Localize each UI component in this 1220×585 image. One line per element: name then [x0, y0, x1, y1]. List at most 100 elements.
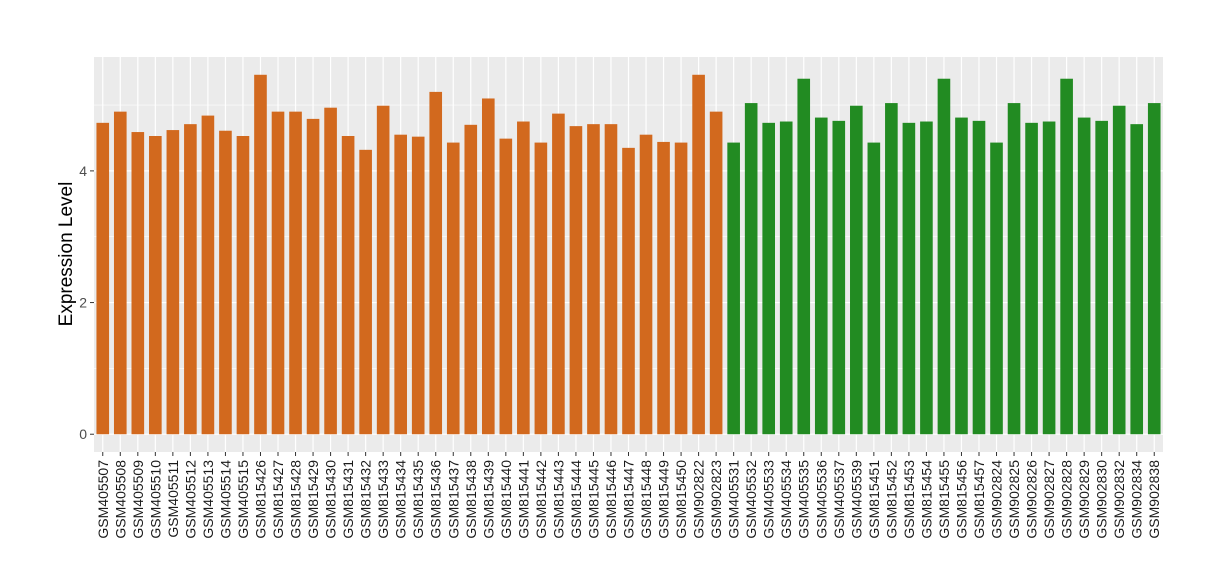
bar-GSM815430 — [324, 107, 337, 435]
x-tick-label: GSM902830 — [1094, 460, 1110, 539]
x-tick-label: GSM815442 — [533, 460, 549, 539]
x-tick-label: GSM815448 — [638, 460, 654, 539]
x-tick-label: GSM815431 — [340, 460, 356, 539]
bar-GSM405536 — [814, 117, 828, 435]
x-tick-label: GSM815439 — [480, 460, 496, 539]
x-tick-label: GSM815449 — [656, 460, 672, 539]
bar-GSM815450 — [674, 142, 688, 435]
x-tick-label: GSM815435 — [410, 460, 426, 539]
y-tick-label: 0 — [79, 426, 87, 442]
x-tick-label: GSM405512 — [182, 460, 198, 539]
x-tick-label: GSM815443 — [550, 460, 566, 539]
x-tick-label: GSM405531 — [726, 460, 742, 539]
x-tick-label: GSM405537 — [831, 460, 847, 539]
bar-GSM405510 — [149, 136, 162, 435]
bar-GSM405535 — [797, 78, 811, 435]
x-tick-label: GSM405507 — [95, 460, 111, 539]
bar-GSM815447 — [622, 147, 635, 435]
bar-GSM815448 — [639, 134, 653, 435]
x-tick-label: GSM902827 — [1041, 460, 1057, 539]
bar-GSM815427 — [271, 111, 285, 435]
x-tick-label: GSM815452 — [883, 460, 899, 539]
x-tick-label: GSM902838 — [1146, 460, 1162, 539]
bar-GSM405531 — [727, 142, 740, 435]
x-tick-label: GSM405515 — [235, 460, 251, 539]
x-tick-label: GSM405514 — [217, 460, 233, 539]
x-tick-label: GSM815455 — [936, 460, 952, 539]
x-tick-label: GSM902826 — [1024, 460, 1040, 539]
bar-GSM815453 — [902, 122, 916, 435]
x-tick-label: GSM815429 — [305, 460, 321, 539]
bar-GSM405511 — [166, 130, 180, 435]
bar-GSM405509 — [131, 132, 145, 435]
x-tick-label: GSM815444 — [568, 460, 584, 539]
bar-GSM815431 — [341, 136, 355, 435]
bar-GSM902838 — [1147, 103, 1161, 435]
y-tick-label: 2 — [79, 295, 87, 311]
y-tick-label: 4 — [79, 163, 87, 179]
x-tick-label: GSM815433 — [375, 460, 391, 539]
bar-GSM405514 — [219, 130, 232, 435]
x-tick-label: GSM902832 — [1111, 460, 1127, 539]
x-tick-label: GSM815427 — [270, 460, 286, 539]
bar-GSM815436 — [429, 91, 443, 435]
x-tick-label: GSM405511 — [165, 460, 181, 538]
x-tick-label: GSM815451 — [866, 460, 882, 539]
bar-GSM902826 — [1025, 122, 1038, 435]
x-tick-label: GSM815453 — [901, 460, 917, 539]
x-tick-label: GSM815428 — [288, 460, 304, 539]
bar-GSM405508 — [113, 111, 127, 435]
bar-GSM815428 — [289, 111, 302, 435]
x-tick-label: GSM815446 — [603, 460, 619, 539]
x-tick-label: GSM815436 — [428, 460, 444, 539]
x-tick-label: GSM902828 — [1059, 460, 1075, 539]
x-tick-label: GSM405533 — [761, 460, 777, 539]
bar-GSM815434 — [394, 134, 407, 435]
bar-GSM405537 — [832, 120, 846, 435]
bar-GSM902830 — [1095, 120, 1108, 435]
bar-GSM902834 — [1130, 124, 1144, 435]
bar-GSM815454 — [920, 121, 933, 435]
bar-GSM405515 — [236, 136, 250, 435]
bar-GSM815433 — [376, 105, 390, 435]
bars — [96, 74, 1161, 435]
x-tick-label: GSM405513 — [200, 460, 216, 539]
x-tick-label: GSM815432 — [358, 460, 374, 539]
bar-GSM405539 — [850, 105, 863, 435]
bar-GSM815439 — [481, 98, 495, 435]
x-tick-label: GSM815441 — [515, 460, 531, 539]
bar-GSM902829 — [1077, 117, 1091, 435]
bar-GSM815452 — [885, 103, 898, 435]
x-tick-label: GSM405532 — [743, 460, 759, 539]
bar-GSM815437 — [446, 142, 460, 435]
bar-GSM405507 — [96, 122, 110, 435]
x-axis: GSM405507 GSM405508 GSM405509 GSM405510 GSM4… — [95, 452, 1162, 539]
x-tick-label: GSM815437 — [445, 460, 461, 539]
x-tick-label: GSM405509 — [130, 460, 146, 539]
bar-GSM815451 — [867, 142, 881, 435]
bar-GSM815445 — [587, 124, 600, 435]
bar-GSM815443 — [552, 113, 565, 435]
x-tick-label: GSM815447 — [621, 460, 637, 539]
bar-GSM815432 — [359, 149, 372, 435]
x-tick-label: GSM815438 — [463, 460, 479, 539]
x-tick-label: GSM902822 — [691, 460, 707, 539]
bar-GSM405512 — [184, 124, 197, 435]
bar-GSM405534 — [779, 121, 793, 435]
bar-GSM405533 — [762, 122, 776, 435]
bar-GSM815435 — [411, 136, 425, 435]
bar-GSM815457 — [972, 120, 986, 435]
bar-GSM815441 — [517, 121, 530, 435]
x-tick-label: GSM815454 — [918, 460, 934, 539]
bar-GSM902825 — [1007, 103, 1021, 435]
x-tick-label: GSM815457 — [971, 460, 987, 539]
x-tick-label: GSM902834 — [1129, 460, 1145, 539]
x-tick-label: GSM815440 — [498, 460, 514, 539]
y-axis: 0 2 4 — [79, 163, 94, 442]
x-tick-label: GSM405536 — [813, 460, 829, 539]
bar-GSM902827 — [1042, 121, 1056, 435]
x-tick-label: GSM405510 — [147, 460, 163, 539]
bar-GSM815440 — [499, 138, 513, 435]
bar-GSM815455 — [937, 78, 951, 435]
bar-GSM902828 — [1060, 78, 1073, 435]
